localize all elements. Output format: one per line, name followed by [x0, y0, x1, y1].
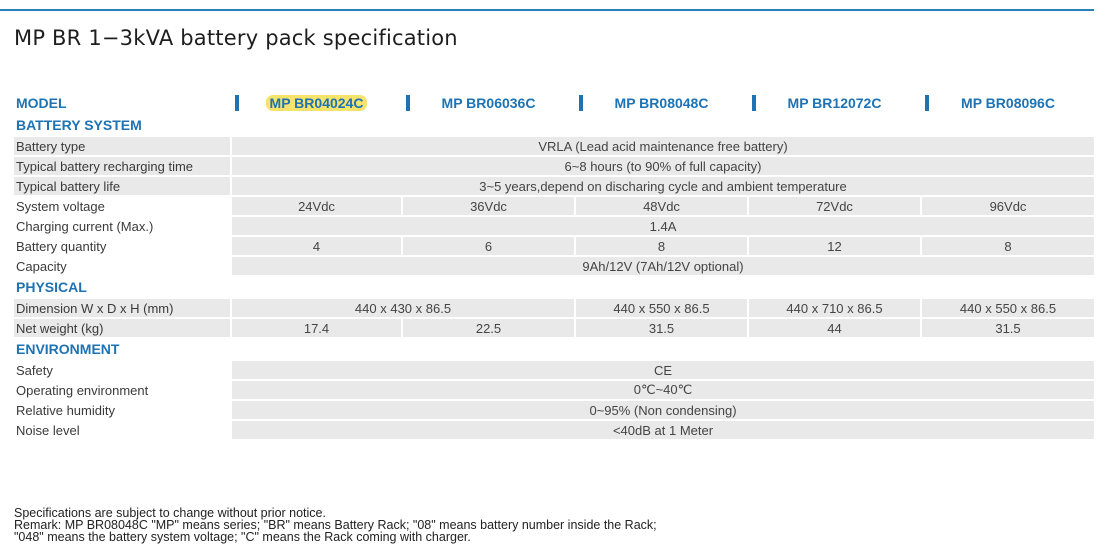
row-value: CE [232, 361, 1094, 379]
row-capacity: Capacity 9Ah/12V (7Ah/12V optional) [14, 257, 1094, 275]
model-header-3: MP BR08048C [576, 93, 747, 113]
row-value: 3~5 years,depend on discharing cycle and… [232, 177, 1094, 195]
cell-value: 440 x 550 x 86.5 [922, 299, 1094, 317]
row-net-weight: Net weight (kg) 17.4 22.5 31.5 44 31.5 [14, 319, 1094, 337]
row-battery-quantity: Battery quantity 4 6 8 12 8 [14, 237, 1094, 255]
cell-value: 12 [749, 237, 920, 255]
row-label: Net weight (kg) [14, 319, 230, 337]
row-safety: Safety CE [14, 361, 1094, 379]
section-title: PHYSICAL [16, 279, 87, 295]
row-label: Typical battery recharging time [14, 157, 230, 175]
model-header-label: MODEL [16, 95, 67, 111]
row-recharging-time: Typical battery recharging time 6~8 hour… [14, 157, 1094, 175]
cell-value: 440 x 430 x 86.5 [232, 299, 574, 317]
section-physical: PHYSICAL [14, 277, 1094, 297]
row-value: 0℃~40℃ [232, 381, 1094, 399]
footnote-line: "048" means the battery system voltage; … [14, 530, 471, 544]
cell-value: 96Vdc [922, 197, 1094, 215]
cell-value: 440 x 710 x 86.5 [749, 299, 920, 317]
spec-table: MODEL MP BR04024C MP BR06036C MP BR08048… [12, 91, 1096, 441]
row-noise-level: Noise level <40dB at 1 Meter [14, 421, 1094, 439]
row-battery-type: Battery type VRLA (Lead acid maintenance… [14, 137, 1094, 155]
footnote-line: Specifications are subject to change wit… [14, 506, 326, 520]
row-relative-humidity: Relative humidity 0~95% (Non condensing) [14, 401, 1094, 419]
row-label: Noise level [16, 422, 80, 438]
row-value: 1.4A [232, 217, 1094, 235]
row-label: Relative humidity [16, 402, 115, 418]
cell-value: 17.4 [232, 319, 401, 337]
row-value: VRLA (Lead acid maintenance free battery… [232, 137, 1094, 155]
row-label: Battery quantity [16, 238, 107, 254]
row-label: Operating environment [16, 382, 149, 398]
row-label: Safety [16, 362, 53, 378]
model-header-row: MODEL MP BR04024C MP BR06036C MP BR08048… [14, 93, 1094, 113]
section-environment: ENVIRONMENT [14, 339, 1094, 359]
row-value: 9Ah/12V (7Ah/12V optional) [232, 257, 1094, 275]
model-header-4: MP BR12072C [749, 93, 920, 113]
cell-value: 8 [576, 237, 747, 255]
model-header-1: MP BR04024C [232, 93, 401, 113]
row-label: Capacity [16, 258, 67, 274]
top-divider [0, 9, 1094, 11]
cell-value: 4 [232, 237, 401, 255]
cell-value: 22.5 [403, 319, 574, 337]
row-label: Dimension W x D x H (mm) [14, 299, 230, 317]
section-title: ENVIRONMENT [16, 341, 120, 357]
footnotes: Specifications are subject to change wit… [14, 506, 657, 544]
cell-value: 8 [922, 237, 1094, 255]
row-battery-life: Typical battery life 3~5 years,depend on… [14, 177, 1094, 195]
cell-value: 440 x 550 x 86.5 [576, 299, 747, 317]
cell-value: 44 [749, 319, 920, 337]
row-label: System voltage [16, 198, 105, 214]
cell-value: 6 [403, 237, 574, 255]
cell-value: 31.5 [922, 319, 1094, 337]
footnote-line: Remark: MP BR08048C "MP" means series; "… [14, 518, 657, 532]
cell-value: 24Vdc [232, 197, 401, 215]
cell-value: 36Vdc [403, 197, 574, 215]
row-value: <40dB at 1 Meter [232, 421, 1094, 439]
row-label: Charging current (Max.) [16, 218, 154, 234]
row-value: 0~95% (Non condensing) [232, 401, 1094, 419]
model-header-2: MP BR06036C [403, 93, 574, 113]
cell-value: 48Vdc [576, 197, 747, 215]
cell-value: 72Vdc [749, 197, 920, 215]
row-system-voltage: System voltage 24Vdc 36Vdc 48Vdc 72Vdc 9… [14, 197, 1094, 215]
row-operating-environment: Operating environment 0℃~40℃ [14, 381, 1094, 399]
row-charging-current: Charging current (Max.) 1.4A [14, 217, 1094, 235]
cell-value: 31.5 [576, 319, 747, 337]
row-value: 6~8 hours (to 90% of full capacity) [232, 157, 1094, 175]
section-battery-system: BATTERY SYSTEM [14, 115, 1094, 135]
row-label: Typical battery life [14, 177, 230, 195]
highlighted-model: MP BR04024C [265, 95, 368, 111]
section-title: BATTERY SYSTEM [16, 117, 142, 133]
row-dimension: Dimension W x D x H (mm) 440 x 430 x 86.… [14, 299, 1094, 317]
model-header-5: MP BR08096C [922, 93, 1094, 113]
page-title: MP BR 1−3kVA battery pack specification [14, 26, 458, 50]
row-label: Battery type [14, 137, 230, 155]
